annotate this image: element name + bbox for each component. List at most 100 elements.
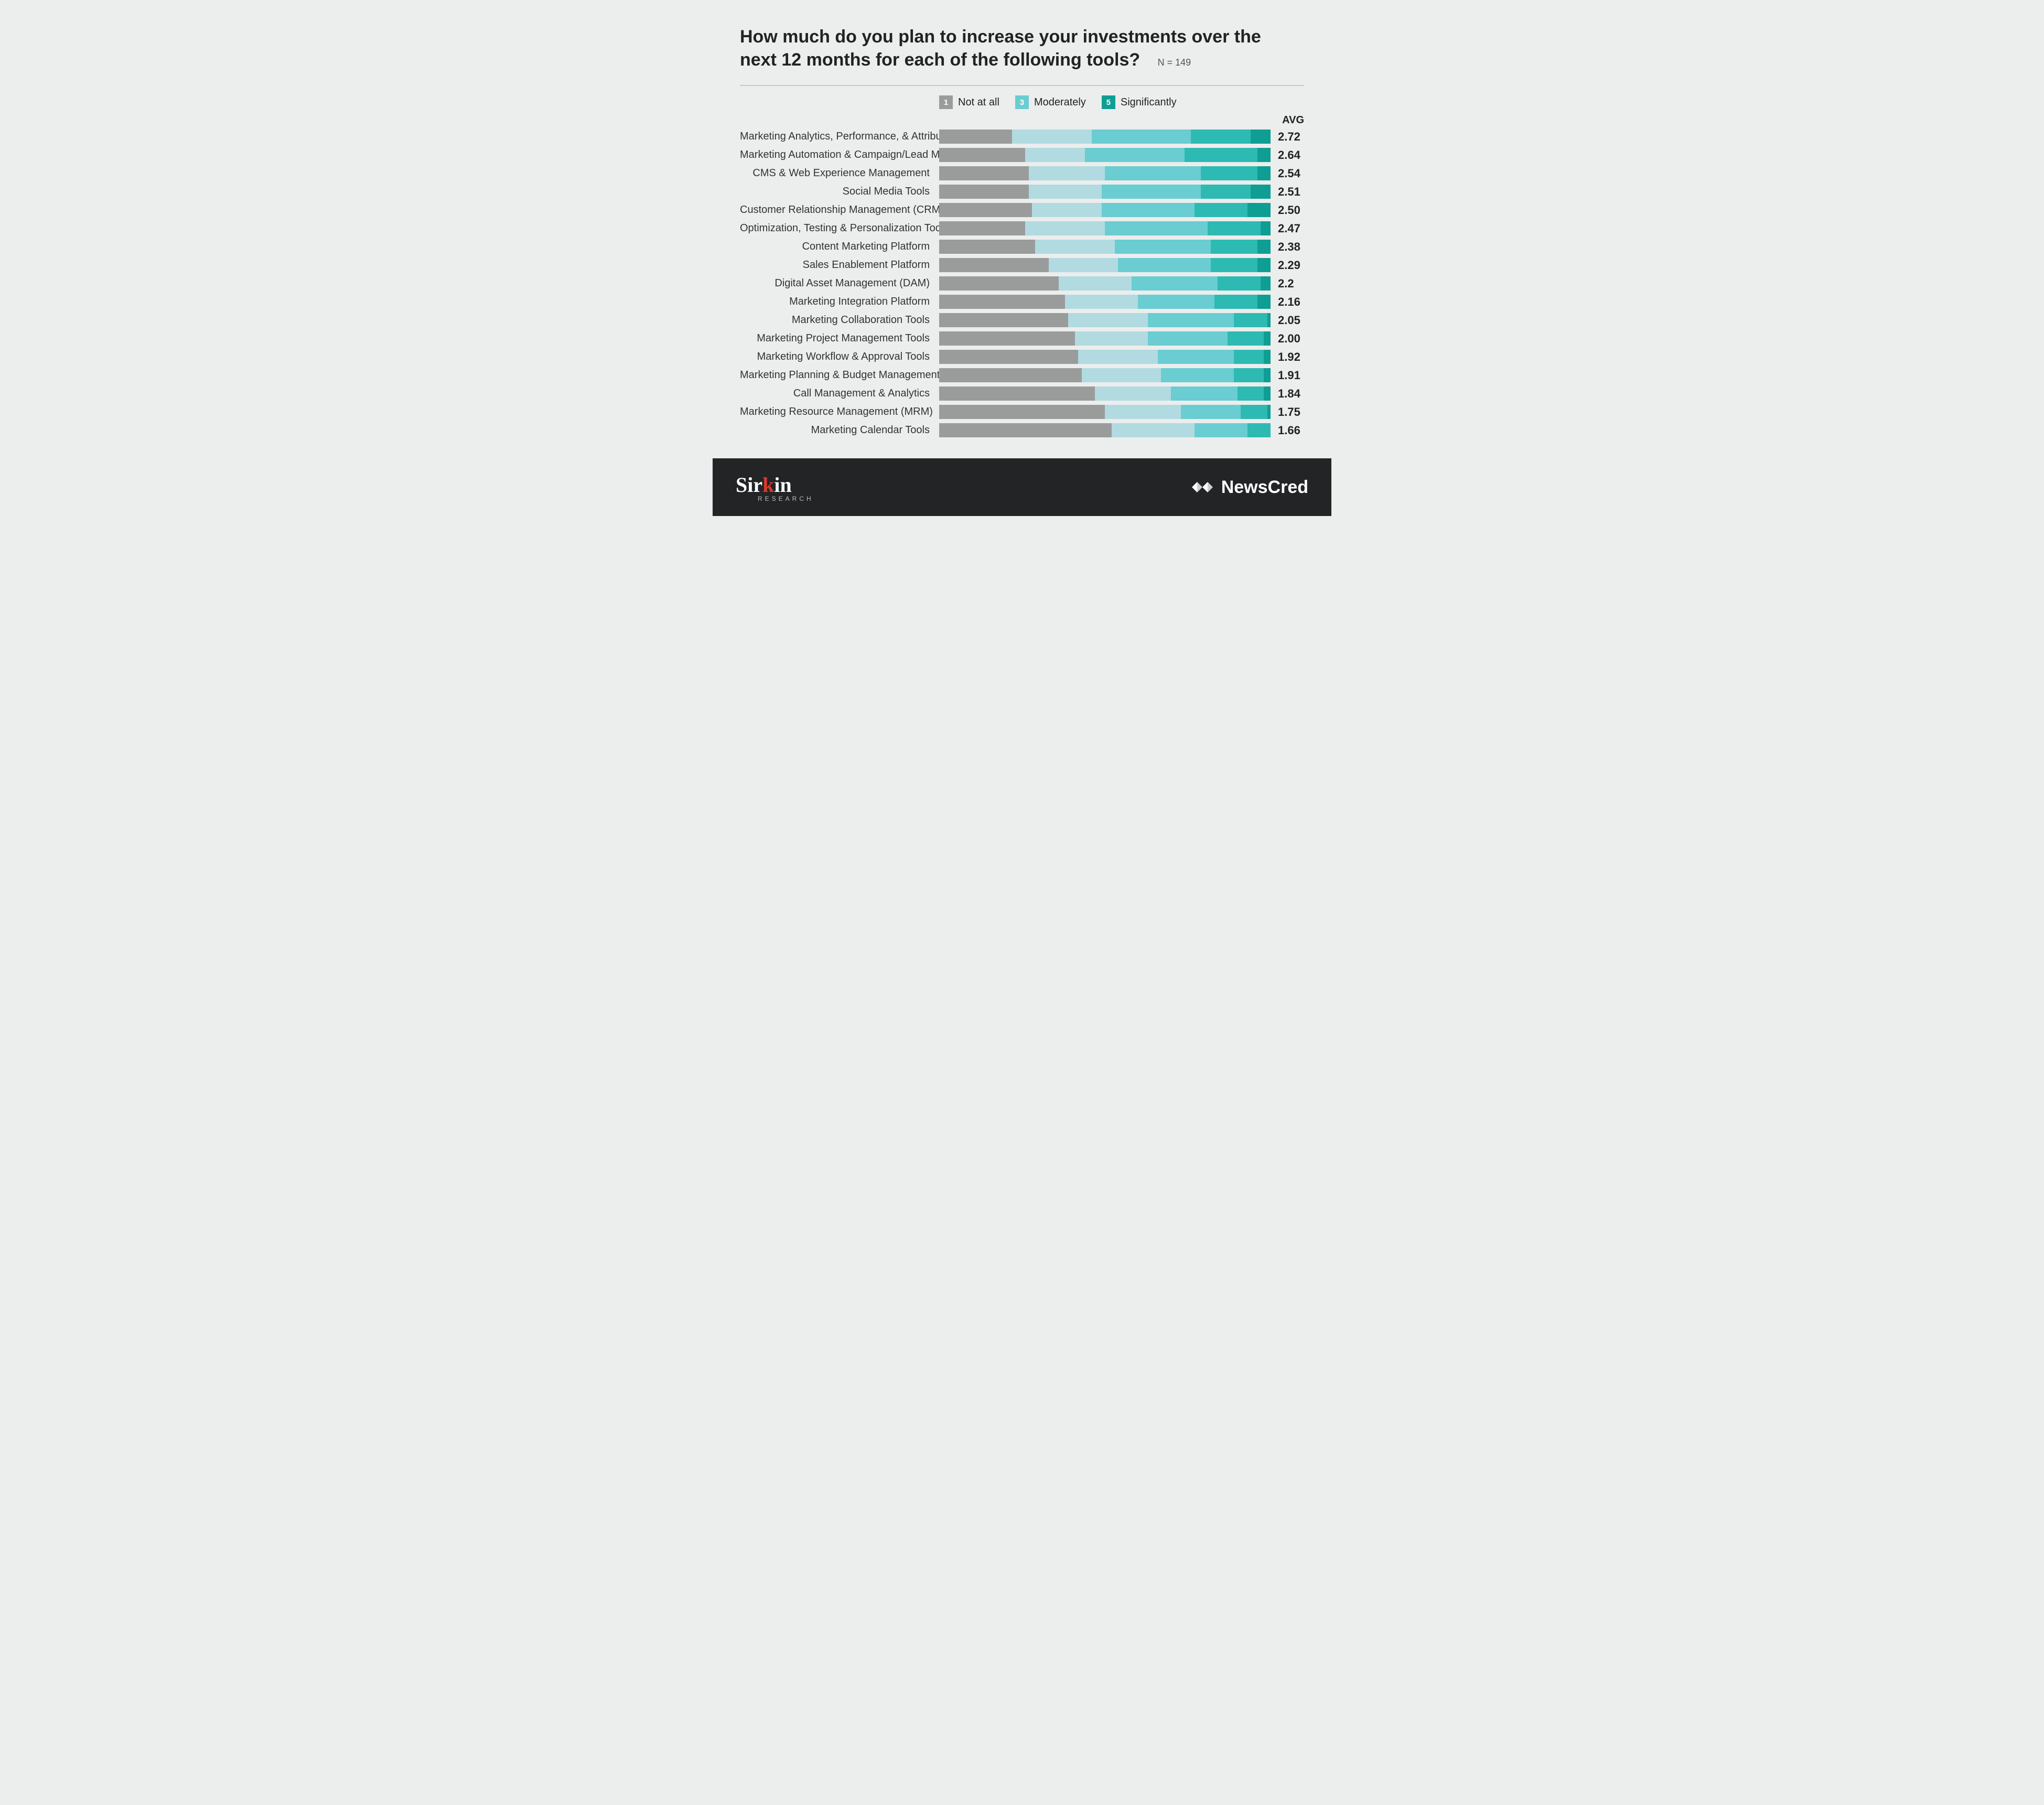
row-label: Call Management & Analytics — [740, 388, 939, 400]
bar-segment — [939, 148, 1025, 162]
bar-segment — [1049, 258, 1118, 272]
bar-segment — [1102, 185, 1201, 199]
stacked-bar — [939, 148, 1271, 162]
bar-segment — [1035, 240, 1115, 254]
bar-segment — [1214, 295, 1257, 309]
bar-segment — [939, 350, 1078, 364]
bar-segment — [939, 276, 1059, 291]
row-label: Marketing Calendar Tools — [740, 424, 939, 436]
bar-segment — [1267, 313, 1271, 327]
bar-segment — [1105, 221, 1208, 235]
avg-column-header: AVG — [740, 114, 1304, 126]
bar-segment — [939, 185, 1029, 199]
bar-segment — [939, 368, 1082, 382]
bar-segment — [1158, 350, 1234, 364]
bar-segment — [1181, 405, 1241, 419]
bar-segment — [1112, 423, 1195, 437]
stacked-bar — [939, 368, 1271, 382]
bar-segment — [1264, 350, 1271, 364]
bar-segment — [1257, 240, 1271, 254]
stacked-bar — [939, 405, 1271, 419]
bar-segment — [939, 258, 1049, 272]
row-label: Content Marketing Platform — [740, 241, 939, 253]
bar-segment — [1105, 166, 1201, 180]
bar-segment — [1238, 386, 1264, 401]
legend-swatch: 3 — [1015, 95, 1029, 109]
row-avg: 2.54 — [1271, 167, 1304, 180]
row-avg: 2.72 — [1271, 130, 1304, 144]
row-avg: 2.16 — [1271, 295, 1304, 309]
bar-segment — [1185, 148, 1257, 162]
legend-item: 3 Moderately — [1015, 95, 1086, 109]
bar-segment — [1234, 368, 1264, 382]
row-avg: 2.00 — [1271, 332, 1304, 346]
legend-swatch: 5 — [1102, 95, 1115, 109]
row-avg: 2.51 — [1271, 185, 1304, 199]
bar-segment — [1025, 148, 1085, 162]
bar-segment — [1171, 386, 1237, 401]
bar-segment — [1234, 350, 1264, 364]
bar-segment — [1138, 295, 1214, 309]
bar-segment — [1251, 185, 1271, 199]
legend-label: Not at all — [958, 96, 999, 109]
legend-label: Moderately — [1034, 96, 1086, 109]
row-label: Sales Enablement Platform — [740, 259, 939, 271]
bar-segment — [939, 313, 1068, 327]
bar-segment — [939, 331, 1075, 346]
bar-segment — [1261, 276, 1271, 291]
stacked-bar — [939, 295, 1271, 309]
bar-segment — [1025, 221, 1105, 235]
row-avg: 2.64 — [1271, 148, 1304, 162]
bar-segment — [1075, 331, 1148, 346]
bar-segment — [939, 203, 1032, 217]
bar-segment — [939, 295, 1065, 309]
stacked-bar — [939, 423, 1271, 437]
row-avg: 1.66 — [1271, 424, 1304, 437]
bar-segment — [1247, 423, 1271, 437]
bar-segment — [1059, 276, 1132, 291]
bar-segment — [1218, 276, 1261, 291]
sample-size: N = 149 — [1158, 57, 1191, 69]
row-avg: 2.38 — [1271, 240, 1304, 254]
bar-segment — [939, 386, 1095, 401]
bar-segment — [1012, 130, 1092, 144]
stacked-bar — [939, 221, 1271, 235]
row-label: Marketing Resource Management (MRM) — [740, 406, 939, 418]
stacked-bar — [939, 386, 1271, 401]
bar-segment — [1264, 368, 1271, 382]
sirkin-text-accent: k — [762, 473, 774, 497]
stacked-bar — [939, 166, 1271, 180]
bar-segment — [1257, 295, 1271, 309]
stacked-bar — [939, 240, 1271, 254]
row-label: Marketing Project Management Tools — [740, 332, 939, 345]
bar-segment — [1241, 405, 1267, 419]
bar-segment — [939, 130, 1012, 144]
bar-segment — [1195, 423, 1247, 437]
row-label: Marketing Automation & Campaign/Lead Man… — [740, 149, 939, 161]
bar-segment — [1264, 386, 1271, 401]
row-label: Marketing Planning & Budget Management — [740, 369, 939, 381]
row-avg: 1.84 — [1271, 387, 1304, 401]
bar-segment — [1228, 331, 1264, 346]
footer: Sirkin RESEARCH NewsCred — [713, 458, 1331, 516]
stacked-bar — [939, 258, 1271, 272]
bar-segment — [1102, 203, 1195, 217]
bar-segment — [1078, 350, 1158, 364]
row-label: Marketing Integration Platform — [740, 296, 939, 308]
row-label: Marketing Analytics, Performance, & Attr… — [740, 131, 939, 143]
sirkin-text-post: in — [774, 473, 791, 497]
row-avg: 1.92 — [1271, 350, 1304, 364]
row-label: Customer Relationship Management (CRM) — [740, 204, 939, 216]
bar-segment — [939, 405, 1105, 419]
bar-segment — [939, 423, 1112, 437]
row-label: Marketing Collaboration Tools — [740, 314, 939, 326]
bar-segment — [1092, 130, 1191, 144]
bar-segment — [939, 221, 1025, 235]
bar-segment — [939, 240, 1035, 254]
legend-swatch: 1 — [939, 95, 953, 109]
bar-segment — [1251, 130, 1271, 144]
bar-segment — [1257, 166, 1271, 180]
row-avg: 2.2 — [1271, 277, 1304, 291]
newscred-logo: NewsCred — [1191, 476, 1308, 499]
row-label: Marketing Workflow & Approval Tools — [740, 351, 939, 363]
